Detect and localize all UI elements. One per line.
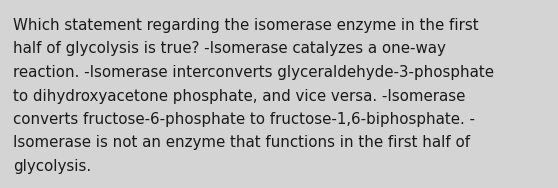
Text: Isomerase is not an enzyme that functions in the first half of: Isomerase is not an enzyme that function…: [13, 136, 470, 151]
Text: converts fructose-6-phosphate to fructose-1,6-biphosphate. -: converts fructose-6-phosphate to fructos…: [13, 112, 475, 127]
Text: glycolysis.: glycolysis.: [13, 159, 91, 174]
Text: to dihydroxyacetone phosphate, and vice versa. -Isomerase: to dihydroxyacetone phosphate, and vice …: [13, 89, 465, 104]
Text: Which statement regarding the isomerase enzyme in the first: Which statement regarding the isomerase …: [13, 18, 479, 33]
Text: half of glycolysis is true? -Isomerase catalyzes a one-way: half of glycolysis is true? -Isomerase c…: [13, 42, 446, 57]
Text: reaction. -Isomerase interconverts glyceraldehyde-3-phosphate: reaction. -Isomerase interconverts glyce…: [13, 65, 494, 80]
